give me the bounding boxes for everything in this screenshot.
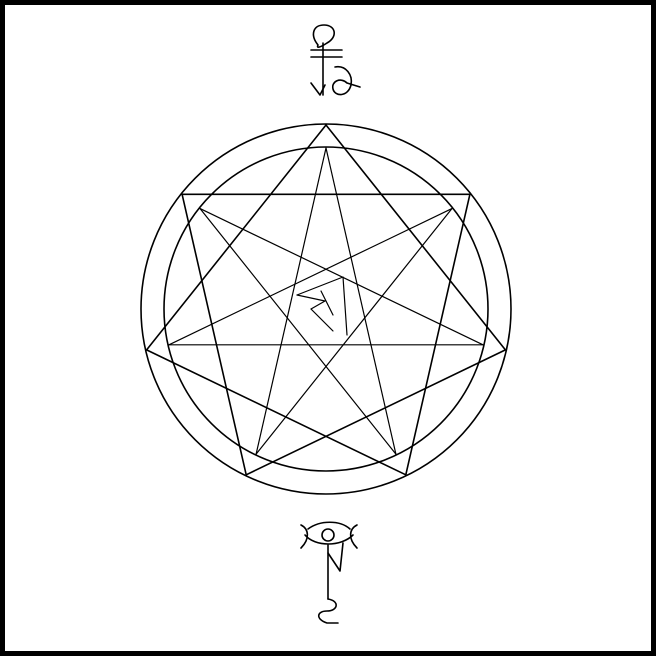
inner-heptagram-edge-4 — [199, 208, 397, 455]
top-sigil-loop — [312, 24, 335, 48]
center-sigil-line-2 — [296, 294, 326, 310]
bottom-sigil-s-curve — [317, 598, 339, 624]
inner-heptagram-edge-2 — [255, 208, 453, 455]
bottom-sigil-left-arc — [300, 524, 309, 549]
inner-heptagram-edge-1 — [325, 147, 397, 455]
top-sigil-curl — [331, 65, 361, 96]
inner-heptagram-edge-5 — [255, 147, 327, 455]
outer-heptagram — [145, 124, 507, 476]
top-sigil — [310, 24, 361, 96]
top-sigil-hook — [310, 82, 326, 96]
center-sigil-line-4 — [320, 290, 334, 316]
center-sigil — [296, 276, 348, 336]
inner-heptagram — [168, 147, 484, 455]
outer-heptagram-edge-3 — [245, 349, 507, 476]
inner-heptagram-edge-7 — [199, 208, 484, 346]
outer-heptagram-edge-4 — [145, 349, 407, 476]
bottom-sigil — [300, 521, 358, 624]
bottom-sigil-dot — [321, 528, 335, 542]
outer-heptagram-edge-1 — [325, 124, 507, 351]
inner-ring — [163, 146, 489, 472]
outer-heptagram-edge-2 — [404, 193, 471, 476]
bottom-sigil-eye-top — [307, 521, 351, 530]
outer-heptagram-edge-5 — [181, 193, 247, 476]
outer-heptagram-edge-6 — [145, 124, 327, 351]
bottom-sigil-right-arc — [349, 524, 358, 549]
bottom-sigil-v — [327, 542, 344, 572]
inner-heptagram-edge-6 — [168, 208, 453, 346]
outer-ring — [140, 123, 512, 495]
center-sigil-line-3 — [310, 308, 334, 332]
center-sigil-line-1 — [296, 276, 348, 336]
bottom-sigil-eye — [304, 534, 354, 545]
sigil-diagram — [140, 24, 512, 624]
